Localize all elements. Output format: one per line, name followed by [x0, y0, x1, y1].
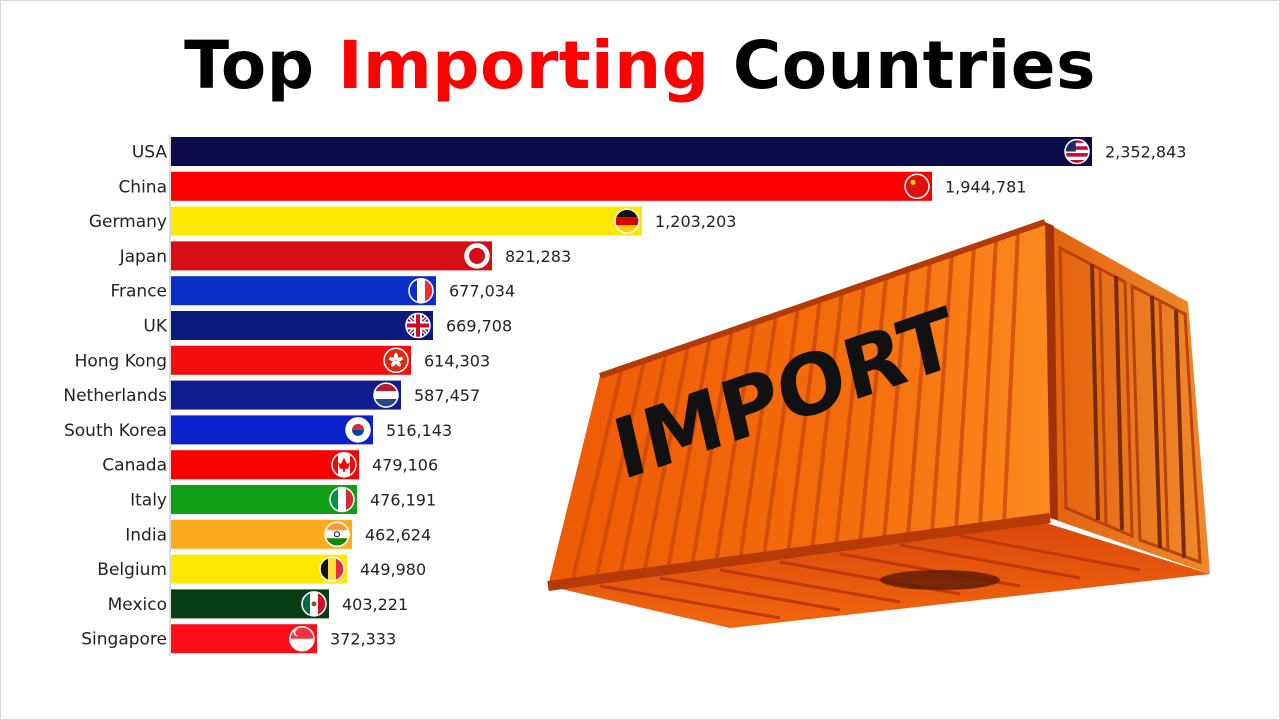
category-label: Hong Kong [75, 351, 167, 371]
bar-row-4: France 677,034 [110, 276, 515, 306]
side-corrugation [570, 230, 1020, 584]
value-label: 372,333 [330, 630, 396, 649]
value-label: 479,106 [372, 456, 438, 475]
value-label: 821,283 [505, 247, 571, 266]
value-label: 1,944,781 [945, 177, 1026, 196]
china-flag-icon [904, 173, 930, 200]
shipping-container-illustration: IMPORT [547, 219, 1210, 628]
category-label: UK [143, 317, 167, 337]
belgium-flag-icon [319, 556, 345, 582]
container-corner-post [1045, 222, 1058, 520]
value-label: 614,303 [424, 351, 490, 370]
netherlands-flag-icon [373, 382, 399, 408]
bar-row-11: India 462,624 [125, 519, 431, 549]
bar [171, 276, 436, 306]
value-label: 669,708 [446, 317, 512, 336]
container-underside [548, 518, 1210, 628]
bar [171, 206, 642, 236]
japan-flag-icon [464, 243, 490, 269]
bar-row-9: Canada 479,106 [102, 450, 438, 480]
germany-flag-icon [614, 208, 640, 234]
category-label: Germany [89, 212, 167, 232]
india-flag-icon [324, 521, 350, 548]
title-word-importing: Importing [337, 27, 710, 104]
title-word-countries: Countries [732, 27, 1096, 104]
bar-row-12: Belgium 449,980 [97, 554, 426, 584]
bar [171, 380, 401, 410]
value-label: 1,203,203 [655, 212, 736, 231]
south-korea-flag-icon [345, 417, 371, 443]
france-flag-icon [408, 277, 434, 304]
category-label: South Korea [64, 421, 167, 441]
bar-row-14: Singapore 372,333 [81, 624, 396, 654]
category-label: France [110, 282, 167, 302]
uk-flag-icon [405, 312, 431, 339]
side-bottom-rail [547, 513, 1051, 591]
door-panels [1058, 245, 1202, 565]
category-label: Italy [130, 491, 167, 511]
canada-flag-icon [331, 451, 357, 478]
bars-layer: USA 2,352,843 China 1,944,781 Germany 1,203,2… [63, 137, 1186, 654]
bar-row-7: Netherlands 587,457 [63, 380, 480, 410]
category-label: USA [132, 143, 168, 163]
us-flag-icon [1064, 138, 1090, 165]
value-label: 462,624 [365, 525, 431, 544]
page-title: Top Importing Countries [0, 22, 1280, 110]
bar-row-1: China 1,944,781 [118, 171, 1026, 201]
singapore-flag-icon [289, 625, 315, 652]
bar [171, 311, 433, 340]
bar-row-13: Mexico 403,221 [108, 589, 408, 619]
bar [171, 450, 359, 480]
value-label: 587,457 [414, 386, 480, 405]
bar [171, 554, 347, 584]
value-label: 476,191 [370, 491, 436, 510]
bar-row-8: South Korea 516,143 [64, 415, 452, 445]
category-label: Mexico [108, 595, 167, 615]
category-label: Japan [119, 247, 167, 267]
bar-row-5: UK 669,708 [143, 311, 512, 340]
bar [171, 485, 357, 514]
side-top-rail [599, 219, 1046, 379]
italy-flag-icon [329, 486, 355, 513]
category-label: Netherlands [63, 386, 167, 406]
bar [171, 137, 1092, 166]
hong-kong-flag-icon [383, 347, 409, 374]
bar-row-6: Hong Kong 614,303 [75, 345, 490, 375]
value-label: 677,034 [449, 282, 515, 301]
value-label: 516,143 [386, 421, 452, 440]
category-label: Canada [102, 456, 167, 476]
door-locking-bars [1090, 263, 1186, 559]
category-label: India [125, 525, 167, 545]
bar [171, 171, 932, 201]
bar [171, 345, 411, 375]
underside-shadow [880, 570, 1000, 590]
bar [171, 241, 492, 271]
bar-row-2: Germany 1,203,203 [89, 206, 736, 236]
category-label: Belgium [97, 560, 167, 580]
mexico-flag-icon [301, 591, 327, 617]
title-word-top: Top [184, 27, 315, 104]
bar-row-3: Japan 821,283 [119, 241, 571, 271]
category-label: China [118, 177, 167, 197]
bar [171, 415, 373, 445]
bar-row-10: Italy 476,191 [130, 485, 436, 514]
bar-row-0: USA 2,352,843 [132, 137, 1186, 166]
value-label: 2,352,843 [1105, 143, 1186, 162]
underside-ribs [599, 534, 1141, 620]
category-label: Singapore [81, 630, 167, 650]
value-label: 403,221 [342, 595, 408, 614]
bar [171, 519, 352, 549]
value-label: 449,980 [360, 560, 426, 579]
